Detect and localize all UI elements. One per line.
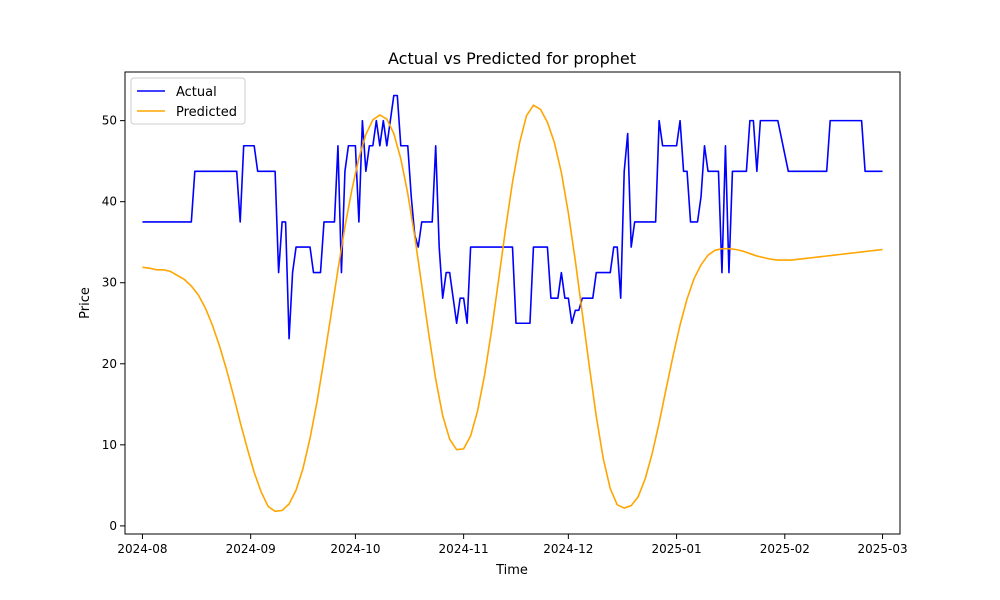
x-tick-label: 2024-11 [439, 542, 489, 556]
y-axis: 0 10 20 30 40 50 [102, 114, 125, 533]
y-tick-label: 50 [102, 114, 117, 128]
legend-label-predicted: Predicted [176, 105, 237, 120]
legend-box [130, 77, 246, 125]
x-tick-label: 2024-08 [117, 542, 167, 556]
x-tick-label: 2024-12 [543, 542, 593, 556]
x-tick-label: 2025-02 [760, 542, 810, 556]
chart-title: Actual vs Predicted for prophet [388, 49, 636, 68]
y-tick-label: 30 [102, 276, 117, 290]
y-tick-label: 10 [102, 438, 117, 452]
x-tick-label: 2025-03 [857, 542, 907, 556]
y-tick-label: 20 [102, 357, 117, 371]
x-tick-label: 2024-10 [330, 542, 380, 556]
series-line-actual [142, 94, 883, 340]
y-tick-label: 0 [109, 519, 117, 533]
x-axis: 2024-08 2024-09 2024-10 2024-11 2024-12 2025-… [117, 534, 908, 556]
y-axis-label: Price [78, 287, 93, 319]
plot-area [124, 71, 901, 535]
x-tick-label: 2025-01 [652, 542, 702, 556]
plot-frame [124, 71, 901, 535]
y-tick-label: 40 [102, 195, 117, 209]
x-tick-label: 2024-09 [226, 542, 276, 556]
series-line-predicted [142, 104, 883, 513]
legend-label-actual: Actual [176, 85, 217, 100]
x-axis-label: Time [495, 563, 528, 578]
series-layer [142, 94, 883, 513]
legend: Actual Predicted [130, 77, 246, 125]
